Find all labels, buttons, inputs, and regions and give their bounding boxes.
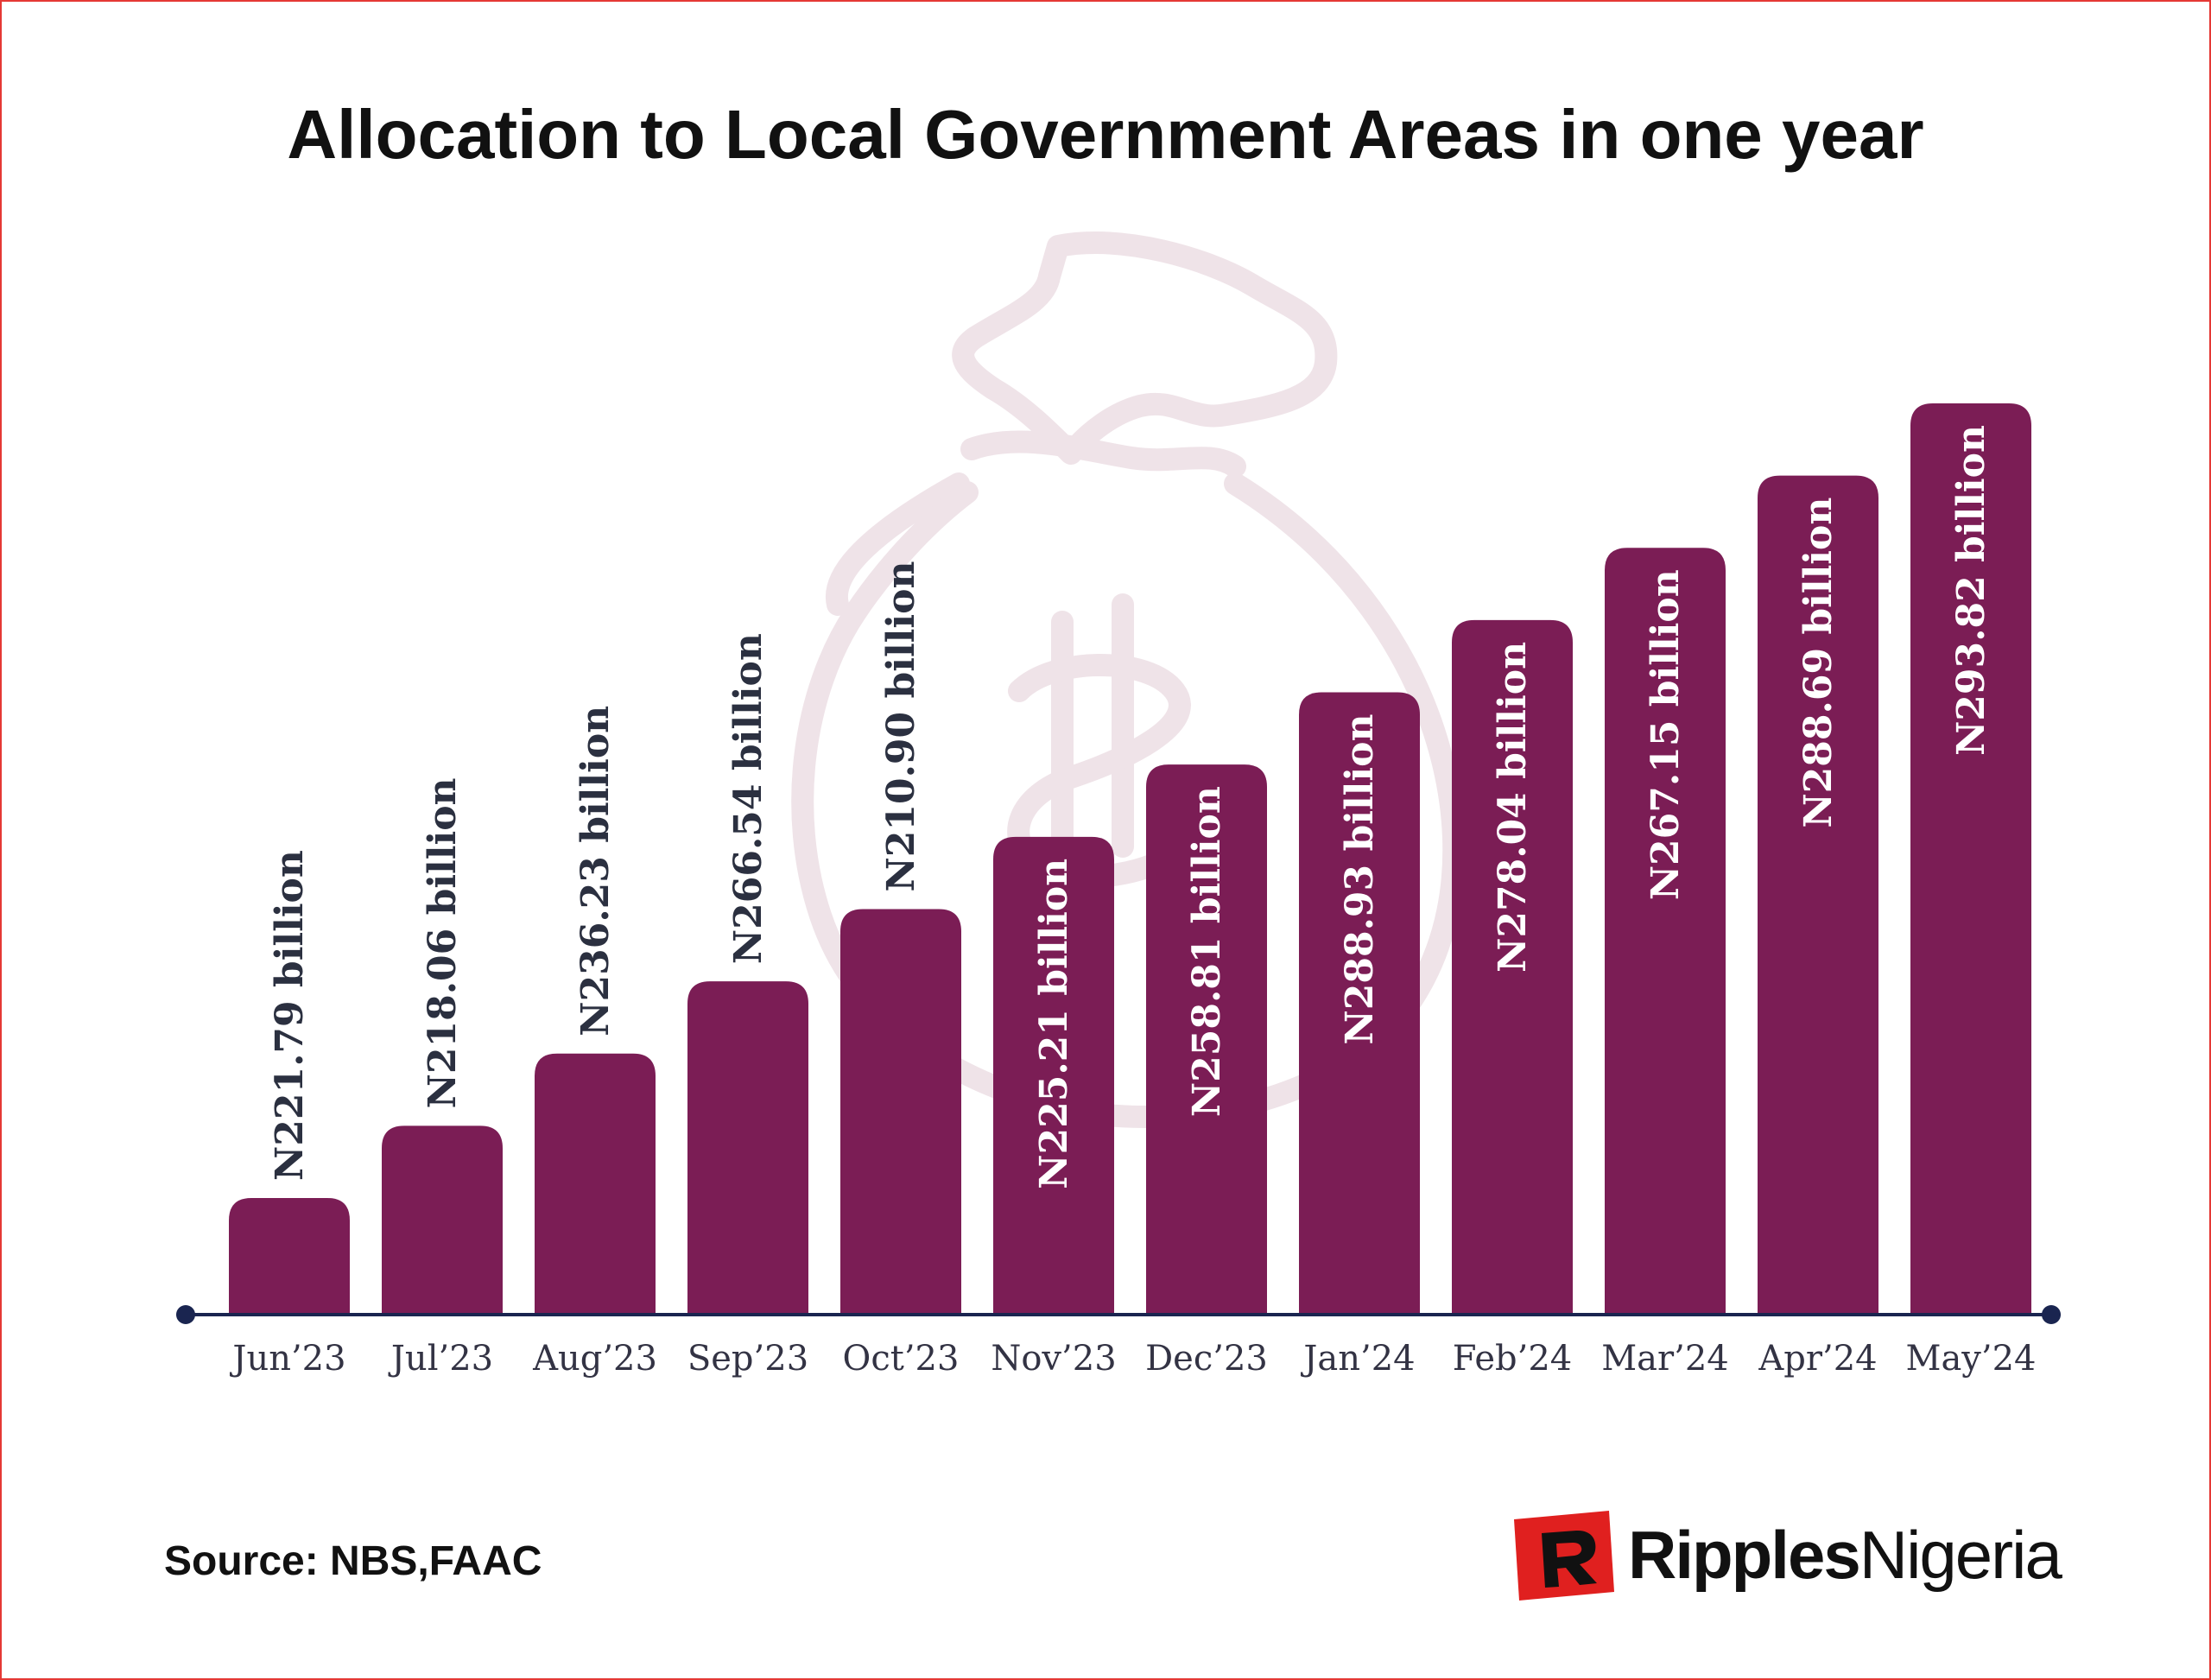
bar-10 xyxy=(1758,475,1878,1315)
x-tick-label-9: Mar’24 xyxy=(1601,1339,1729,1379)
logo-wordmark: RipplesNigeria xyxy=(1628,1516,2062,1594)
bar-value-label-5: N225.21 billion xyxy=(1032,859,1076,1189)
bar-value-label-1: N218.06 billion xyxy=(421,777,465,1108)
x-tick-label-4: Oct’23 xyxy=(843,1339,960,1379)
x-tick-label-3: Sep’23 xyxy=(687,1339,808,1379)
chart-title: Allocation to Local Government Areas in … xyxy=(287,96,1924,173)
bar-2 xyxy=(535,1053,656,1315)
bar-value-label-2: N236.23 billion xyxy=(573,706,618,1037)
ripples-logo-icon xyxy=(1514,1511,1614,1601)
source-note: Source: NBS,FAAC xyxy=(164,1538,542,1584)
bar-value-label-8: N278.04 billion xyxy=(1491,642,1535,973)
x-tick-label-2: Aug’23 xyxy=(532,1339,657,1379)
bar-value-label-4: N210.90 billion xyxy=(879,561,923,892)
bar-0 xyxy=(229,1198,350,1315)
bar-6 xyxy=(1146,764,1267,1315)
x-tick-label-11: May’24 xyxy=(1905,1339,2036,1379)
bar-value-label-10: N288.69 billion xyxy=(1796,498,1840,828)
x-tick-label-5: Nov’23 xyxy=(991,1339,1116,1379)
bar-value-label-3: N266.54 billion xyxy=(726,633,770,964)
bar-4 xyxy=(840,909,961,1315)
bar-value-label-7: N288.93 billion xyxy=(1338,714,1382,1045)
ripples-nigeria-logo: RipplesNigeria xyxy=(1507,1507,2062,1602)
x-axis: Jun’23 Jul’23 Aug’23 Sep’23 Oct’23 Nov’23 Dec’… xyxy=(176,1305,2061,1379)
bar-9 xyxy=(1605,548,1726,1315)
bars-layer: N221.79 billion N218.06 billion N236.23 bi… xyxy=(229,403,2031,1315)
bar-value-label-0: N221.79 billion xyxy=(268,850,312,1181)
bar-8 xyxy=(1452,619,1573,1315)
bar-3 xyxy=(687,981,808,1315)
bar-value-label-6: N258.81 billion xyxy=(1185,786,1229,1117)
bar-value-label-9: N267.15 billion xyxy=(1644,569,1688,900)
x-tick-label-7: Jan’24 xyxy=(1300,1339,1415,1379)
x-axis-end-dot xyxy=(2042,1305,2061,1324)
bar-value-label-11: N293.82 billion xyxy=(1949,425,1993,756)
x-tick-label-10: Apr’24 xyxy=(1758,1339,1877,1379)
bar-5 xyxy=(993,836,1114,1315)
x-axis-start-dot xyxy=(176,1305,195,1324)
logo-part1: Ripples xyxy=(1628,1516,1861,1593)
x-tick-label-8: Feb’24 xyxy=(1453,1339,1572,1379)
bar-1 xyxy=(382,1125,503,1315)
x-tick-label-1: Jul’23 xyxy=(388,1339,493,1379)
x-tick-label-6: Dec’23 xyxy=(1145,1339,1268,1379)
x-tick-label-0: Jun’23 xyxy=(229,1339,345,1379)
bar-7 xyxy=(1299,692,1420,1315)
logo-part2: Nigeria xyxy=(1859,1516,2062,1593)
bar-11 xyxy=(1910,403,2031,1315)
